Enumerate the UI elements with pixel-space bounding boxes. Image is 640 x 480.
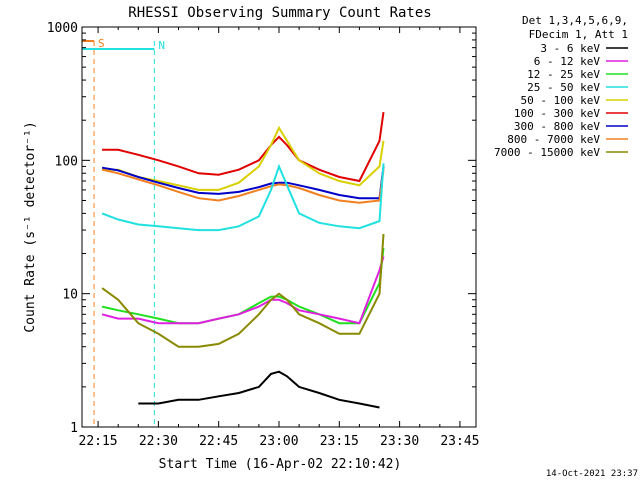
legend-label: 800 - 7000 keV (507, 133, 600, 146)
legend-header: Det 1,3,4,5,6,9, (522, 14, 628, 27)
chart-title: RHESSI Observing Summary Count Rates (128, 5, 431, 21)
legend: Det 1,3,4,5,6,9,FDecim 1, Att 13 - 6 keV… (494, 14, 628, 159)
legend-label: 300 - 800 keV (514, 120, 600, 133)
x-tick-label: 23:00 (259, 434, 298, 449)
legend-header: FDecim 1, Att 1 (529, 28, 628, 41)
x-tick-label: 23:30 (380, 434, 419, 449)
legend-label: 25 - 50 keV (527, 81, 600, 94)
series-line (101, 256, 385, 325)
x-tick-label: 22:30 (139, 434, 178, 449)
y-tick-label: 10 (62, 288, 78, 303)
series-line (102, 125, 385, 191)
series-line (101, 233, 385, 348)
x-tick-label: 23:45 (440, 434, 479, 449)
y-tick-label: 1000 (47, 21, 78, 36)
series-line (101, 166, 385, 200)
legend-label: 50 - 100 keV (521, 94, 601, 107)
legend-label: 7000 - 15000 keV (494, 146, 600, 159)
legend-label: 6 - 12 keV (534, 55, 601, 68)
plot-frame (81, 26, 477, 428)
series-line (101, 247, 385, 325)
x-tick-label: 22:15 (79, 434, 118, 449)
y-tick-label: 100 (55, 154, 78, 169)
marker-label: N (158, 39, 165, 52)
timestamp: 14-Oct-2021 23:37 (546, 469, 638, 479)
legend-label: 3 - 6 keV (540, 42, 600, 55)
y-axis-label: Count Rate (s⁻¹ detector⁻¹) (23, 121, 38, 332)
legend-label: 100 - 300 keV (514, 107, 600, 120)
legend-label: 12 - 25 keV (527, 68, 600, 81)
series-layer (101, 111, 385, 409)
x-axis-label: Start Time (16-Apr-02 22:10:42) (159, 457, 402, 472)
x-tick-label: 23:15 (320, 434, 359, 449)
series-line (102, 111, 385, 183)
axes-layer: 22:15 22:30 22:45 23:00 23:15 23:30 23:45 1 10 10… (47, 21, 480, 449)
series-line (138, 370, 380, 409)
series-line (101, 168, 385, 204)
x-tick-label: 22:45 (199, 434, 238, 449)
series-line (101, 163, 385, 232)
marker-label: S (98, 37, 105, 50)
y-tick-label: 1 (70, 421, 78, 436)
